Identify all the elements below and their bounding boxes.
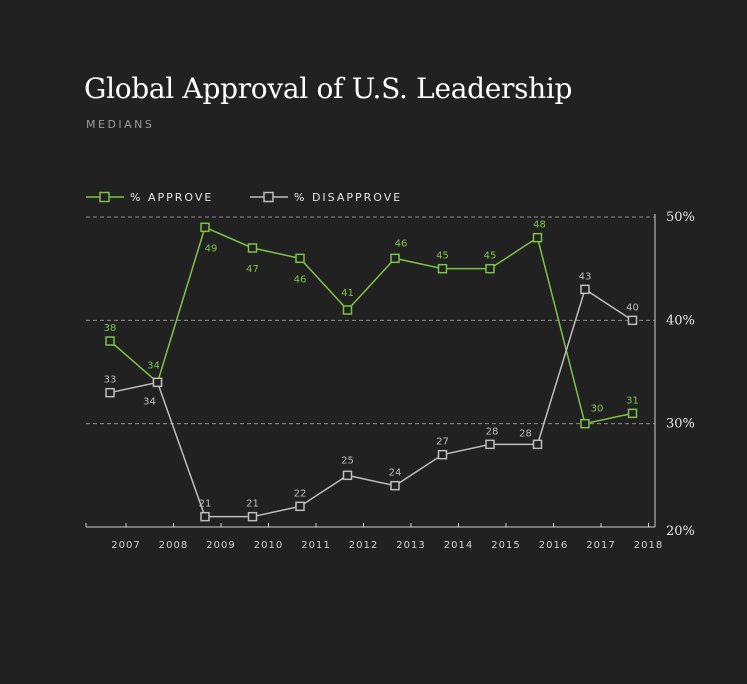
series-1-label-2017: 43 xyxy=(579,271,592,282)
series-0-label-2011: 46 xyxy=(294,274,307,285)
series-1-point-2008 xyxy=(152,377,163,388)
series-line-0 xyxy=(109,226,633,425)
series-0-label-2013: 46 xyxy=(395,238,408,249)
series-0-label-2015: 45 xyxy=(484,251,497,262)
series-1-label-2007: 33 xyxy=(104,375,117,386)
series-0-label-2010: 47 xyxy=(246,264,259,275)
legend-label-1: % DISAPPROVE xyxy=(294,191,402,204)
series-1-label-2009: 21 xyxy=(199,499,212,510)
series-0-point-2011 xyxy=(295,253,305,264)
series-0-label-2008: 34 xyxy=(147,360,160,371)
series-1-label-2012: 25 xyxy=(341,455,354,466)
x-tick-label-2015: 2015 xyxy=(491,540,520,551)
y-tick-label-50: 50% xyxy=(666,210,695,225)
x-tick-label-2014: 2014 xyxy=(444,540,473,551)
series-1-label-2018: 40 xyxy=(626,302,639,313)
series-0-label-2014: 45 xyxy=(436,251,449,262)
series-1-label-2014: 27 xyxy=(436,437,449,448)
series-1-label-2015: 28 xyxy=(486,426,499,437)
series-1-point-2015 xyxy=(485,439,495,450)
series-0-label-2017: 30 xyxy=(591,404,604,415)
y-tick-label-30: 30% xyxy=(666,417,695,432)
series-0-label-2012: 41 xyxy=(341,288,354,299)
x-tick-label-2016: 2016 xyxy=(539,540,568,551)
series-0-point-2015 xyxy=(485,263,495,274)
series-1-point-2010 xyxy=(247,511,258,522)
x-tick-label-2007: 2007 xyxy=(111,540,140,551)
series-0-label-2007: 38 xyxy=(104,323,117,334)
x-tick-label-2010: 2010 xyxy=(254,540,283,551)
series-1-label-2008: 34 xyxy=(143,396,156,407)
series-0-point-2007 xyxy=(105,336,115,346)
x-tick-label-2009: 2009 xyxy=(206,540,235,551)
series-0-label-2009: 49 xyxy=(205,243,218,254)
series-0-point-2010 xyxy=(247,243,258,253)
chart-title: Global Approval of U.S. Leadership xyxy=(84,72,573,105)
legend-marker-0 xyxy=(99,191,110,203)
x-tick-label-2008: 2008 xyxy=(159,540,188,551)
series-1-point-2012 xyxy=(342,470,353,481)
series-1-point-2016 xyxy=(532,439,543,450)
series-1-point-2013 xyxy=(390,480,400,491)
x-tick-label-2018: 2018 xyxy=(634,540,663,551)
series-1-point-2018 xyxy=(627,315,638,326)
series-0-point-2013 xyxy=(390,253,400,264)
series-1-point-2007 xyxy=(105,387,115,398)
series-1-point-2009 xyxy=(200,511,210,522)
x-tick-label-2012: 2012 xyxy=(349,540,378,551)
series-1-label-2010: 21 xyxy=(246,499,259,510)
x-tick-label-2011: 2011 xyxy=(301,540,330,551)
x-tick-label-2013: 2013 xyxy=(396,540,425,551)
y-tick-label-40: 40% xyxy=(666,313,695,328)
series-0-point-2009 xyxy=(200,222,210,233)
series-1-point-2014 xyxy=(437,449,448,460)
series-0-point-2014 xyxy=(437,263,448,274)
series-0-point-2017 xyxy=(580,418,590,429)
series-1-point-2011 xyxy=(295,501,305,512)
series-line-1 xyxy=(109,288,633,518)
series-0-point-2012 xyxy=(342,305,353,315)
legend-marker-1 xyxy=(263,191,274,203)
series-1-label-2011: 22 xyxy=(294,488,307,499)
series-0-label-2018: 31 xyxy=(626,395,639,406)
legend-label-0: % APPROVE xyxy=(130,191,213,204)
series-1-label-2013: 24 xyxy=(389,468,402,479)
chart-subtitle: MEDIANS xyxy=(86,118,155,131)
series-0-point-2016 xyxy=(532,232,543,243)
series-0-label-2016: 48 xyxy=(533,220,546,231)
x-tick-label-2017: 2017 xyxy=(586,540,615,551)
series-0-point-2018 xyxy=(627,408,638,419)
series-1-point-2017 xyxy=(580,284,590,295)
y-tick-label-20: 20% xyxy=(666,524,695,539)
series-1-label-2016: 28 xyxy=(519,428,532,439)
